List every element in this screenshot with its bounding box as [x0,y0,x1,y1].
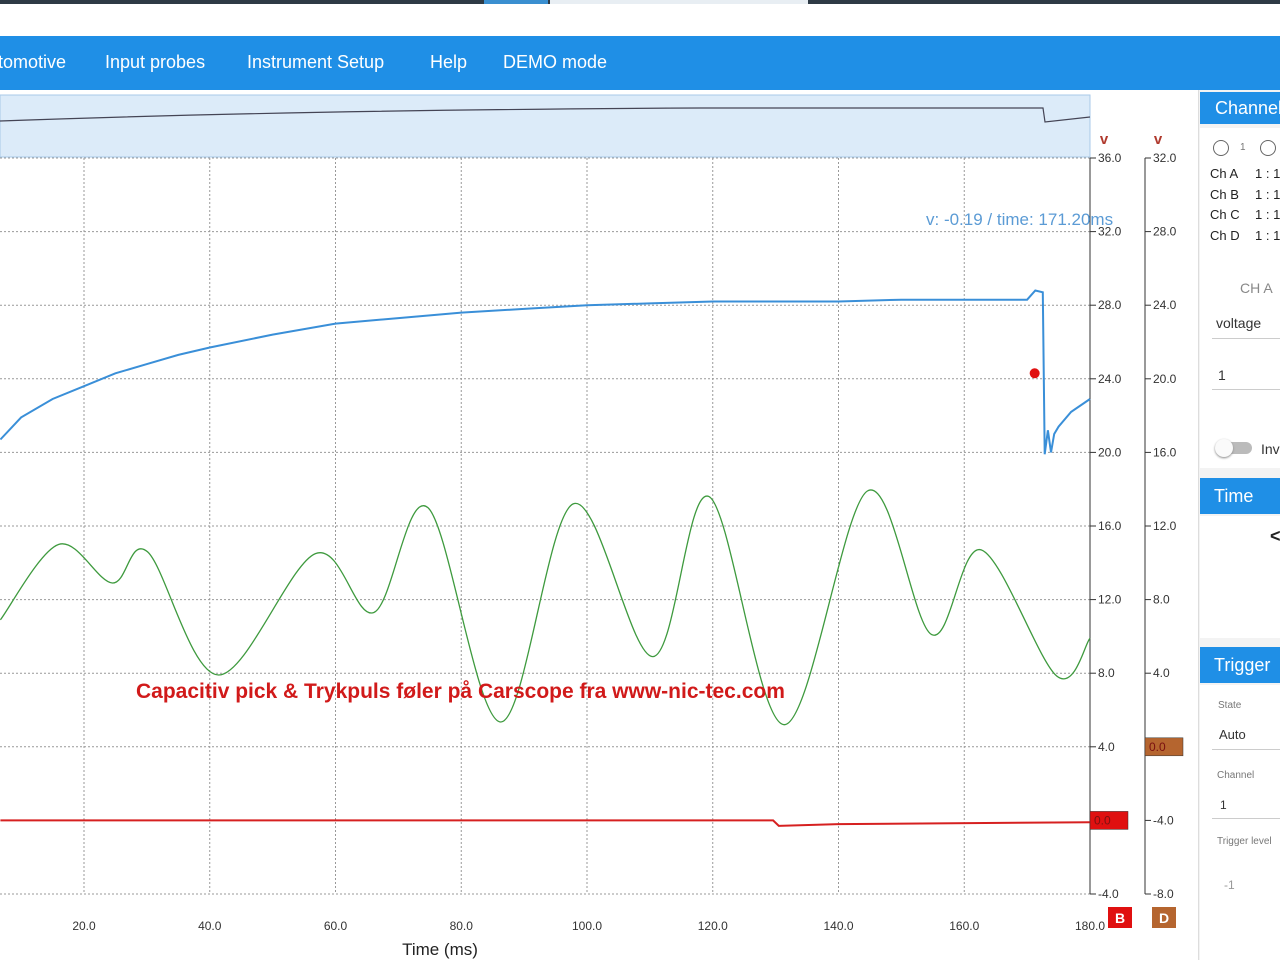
channel-button-label[interactable]: B [1115,910,1125,926]
channel-marker-label: 0.0 [1149,740,1166,754]
time-button[interactable]: < [1270,526,1280,546]
x-tick-label: 40.0 [198,919,222,933]
radio[interactable] [1260,140,1276,156]
channel-ratio: 1 : 1 [1255,187,1280,202]
x-tick-label: 180.0 [1075,919,1105,933]
channel-marker-label: 0.0 [1094,813,1111,827]
panel-header[interactable]: Trigger [1200,647,1280,683]
menu-bar [0,36,1280,90]
y2-tick-label: 8.0 [1153,593,1170,607]
y-tick-label: 28.0 [1098,298,1122,312]
top-strip-tab [484,0,548,4]
selected-channel: CH A [1240,280,1273,296]
quantity[interactable]: voltage [1216,315,1262,331]
channel-name: Ch D [1210,228,1240,243]
menu-item[interactable]: DEMO mode [503,52,608,72]
panel-body [1200,516,1280,638]
channel-name: Ch C [1210,207,1240,222]
y2-tick-label: 32.0 [1153,151,1177,165]
radio[interactable] [1213,140,1229,156]
channel-name: Ch A [1210,166,1239,181]
y2-tick-label: 12.0 [1153,519,1177,533]
y2-tick-label: 20.0 [1153,372,1177,386]
channel-button-label[interactable]: D [1159,910,1169,926]
y2-tick-label: 4.0 [1153,666,1170,680]
menu-item[interactable]: Input probes [105,52,206,72]
x-tick-label: 160.0 [949,919,979,933]
field-line [1212,389,1280,390]
channel-marker [1144,737,1184,757]
x-tick-label: 140.0 [823,919,853,933]
y-tick-label: 12.0 [1098,593,1122,607]
field-label: Trigger level [1217,836,1272,847]
y-tick-label: 8.0 [1098,666,1115,680]
trigger-state[interactable]: Auto [1219,727,1246,742]
toggle-knob[interactable] [1215,439,1233,457]
field-line [1212,818,1280,819]
channel-ratio: 1 : 1 [1255,207,1280,222]
channel-button[interactable] [1108,907,1132,928]
y-tick-label: 24.0 [1098,372,1122,386]
y2-tick-label: -4.0 [1153,813,1174,827]
trace [0,489,1091,726]
x-tick-label: 120.0 [698,919,728,933]
panel-header[interactable]: Time [1200,478,1280,514]
trigger-channel[interactable]: 1 [1220,798,1227,812]
y-tick-label: 36.0 [1098,151,1122,165]
x-tick-label: 20.0 [72,919,96,933]
cursor-readout: v: -0.19 / time: 171.20ms [926,210,1113,229]
menu-item[interactable]: tomotive [0,52,67,72]
overview-band [0,94,1091,158]
trace [0,819,1091,827]
field-line [1212,749,1280,750]
annotation: Capacitiv pick & Trykpuls føler på Carsc… [136,680,785,703]
x-axis-label: Time (ms) [402,940,478,959]
top-strip-tab [550,0,808,4]
overview-trace [0,107,1091,123]
y-axis-label: v [1100,131,1109,148]
y2-tick-label: 24.0 [1153,298,1177,312]
y2-tick-label: -8.0 [1153,887,1174,901]
radio-label: 1 [1240,142,1246,153]
channel-ratio: 1 : 1 [1255,166,1280,181]
field-label: Channel [1217,770,1255,781]
trigger-level[interactable]: -1 [1224,878,1235,892]
y-tick-label: 4.0 [1098,740,1115,754]
y-tick-label: 32.0 [1098,225,1122,239]
field-label: State [1218,700,1242,711]
y-tick-label: -4.0 [1098,887,1119,901]
panel-body [1200,685,1280,960]
menu-item[interactable]: Help [430,52,468,72]
toggle-label: Inv [1261,441,1280,457]
panel-header[interactable]: Channels [1200,92,1280,124]
trace [0,289,1091,455]
channel-name: Ch B [1210,187,1239,202]
y2-tick-label: 28.0 [1153,225,1177,239]
y-tick-label: 20.0 [1098,445,1122,459]
scope-chart: v v v: -0.19 / time: 171.20ms Capacitiv … [0,94,1184,959]
channel-ratio: 1 : 1 [1255,228,1280,243]
y-tick-label: 16.0 [1098,519,1122,533]
x-tick-label: 60.0 [324,919,348,933]
factor[interactable]: 1 [1218,367,1226,383]
x-tick-label: 80.0 [450,919,474,933]
cursor-point [1029,368,1040,379]
y2-axis-label: v [1154,131,1163,148]
y2-tick-label: 16.0 [1153,445,1177,459]
panel-body [1200,128,1280,468]
channel-button[interactable] [1152,907,1176,928]
field-line [1212,338,1280,339]
channel-marker [1089,811,1129,830]
menu-item[interactable]: Instrument Setup [247,52,385,72]
x-tick-label: 100.0 [572,919,602,933]
